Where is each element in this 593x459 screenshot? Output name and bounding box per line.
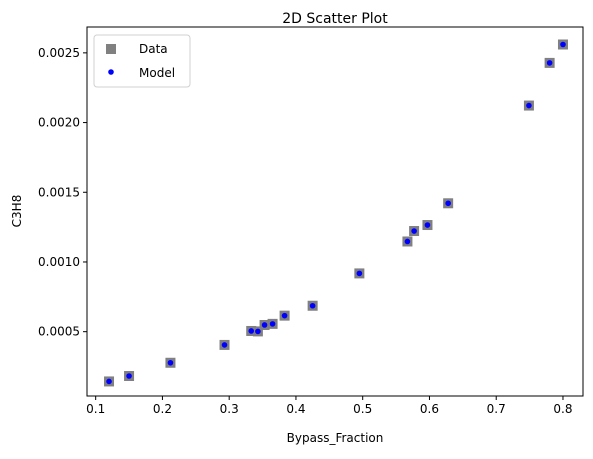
legend-model-marker: [108, 69, 114, 75]
model-point-circle: [356, 270, 363, 277]
x-tick-label: 0.2: [153, 402, 172, 416]
model-point-circle: [526, 102, 532, 109]
legend-label-model: Model: [139, 66, 175, 80]
x-tick-label: 0.3: [220, 402, 239, 416]
y-tick-label: 0.0020: [38, 116, 80, 130]
model-point-circle: [221, 342, 228, 348]
model-point-circle: [560, 41, 566, 48]
model-point-circle: [126, 373, 132, 379]
model-point-circle: [546, 60, 553, 66]
x-axis-label: Bypass_Fraction: [287, 431, 384, 445]
model-point-circle: [309, 302, 316, 309]
model-point-circle: [411, 228, 417, 234]
plot-marks: [104, 39, 568, 387]
x-tick-label: 0.4: [286, 402, 305, 416]
model-point-circle: [167, 359, 174, 366]
legend-data-marker: [106, 44, 116, 54]
model-point-circle: [269, 321, 276, 327]
model-point-circle: [248, 328, 255, 334]
x-tick-label: 0.8: [553, 402, 572, 416]
model-point-circle: [255, 328, 261, 335]
model-point-circle: [106, 378, 112, 385]
y-tick-label: 0.0025: [38, 46, 80, 60]
y-axis-label: C3H8: [10, 195, 24, 228]
x-tick-label: 0.1: [86, 402, 105, 416]
y-tick-label: 0.0010: [38, 255, 80, 269]
x-tick-label: 0.6: [420, 402, 439, 416]
chart-title: 2D Scatter Plot: [282, 11, 388, 27]
y-axis-ticks: 0.0005 0.0010 0.0015 0.0020 0.0025: [38, 46, 87, 339]
x-tick-label: 0.5: [353, 402, 372, 416]
legend-label-data: Data: [139, 42, 168, 56]
plot-frame: [86, 26, 584, 397]
model-point-circle: [424, 222, 431, 228]
x-axis-ticks: 0.1 0.2 0.3 0.4 0.5 0.6 0.7 0.8: [86, 396, 573, 416]
model-point-circle: [404, 238, 411, 245]
model-point-circle: [281, 312, 288, 319]
model-point-circle: [445, 200, 451, 207]
y-tick-label: 0.0015: [38, 185, 80, 199]
legend-box: [93, 34, 191, 88]
legend: Data Model: [93, 34, 191, 88]
y-tick-label: 0.0005: [38, 325, 80, 339]
x-tick-label: 0.7: [487, 402, 506, 416]
model-point-circle: [261, 322, 268, 328]
